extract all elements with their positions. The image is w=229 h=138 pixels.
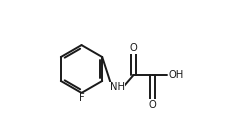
Text: NH: NH bbox=[109, 82, 124, 92]
Text: OH: OH bbox=[168, 70, 183, 80]
Text: O: O bbox=[129, 43, 137, 53]
Text: O: O bbox=[148, 99, 156, 110]
Text: F: F bbox=[78, 93, 84, 103]
